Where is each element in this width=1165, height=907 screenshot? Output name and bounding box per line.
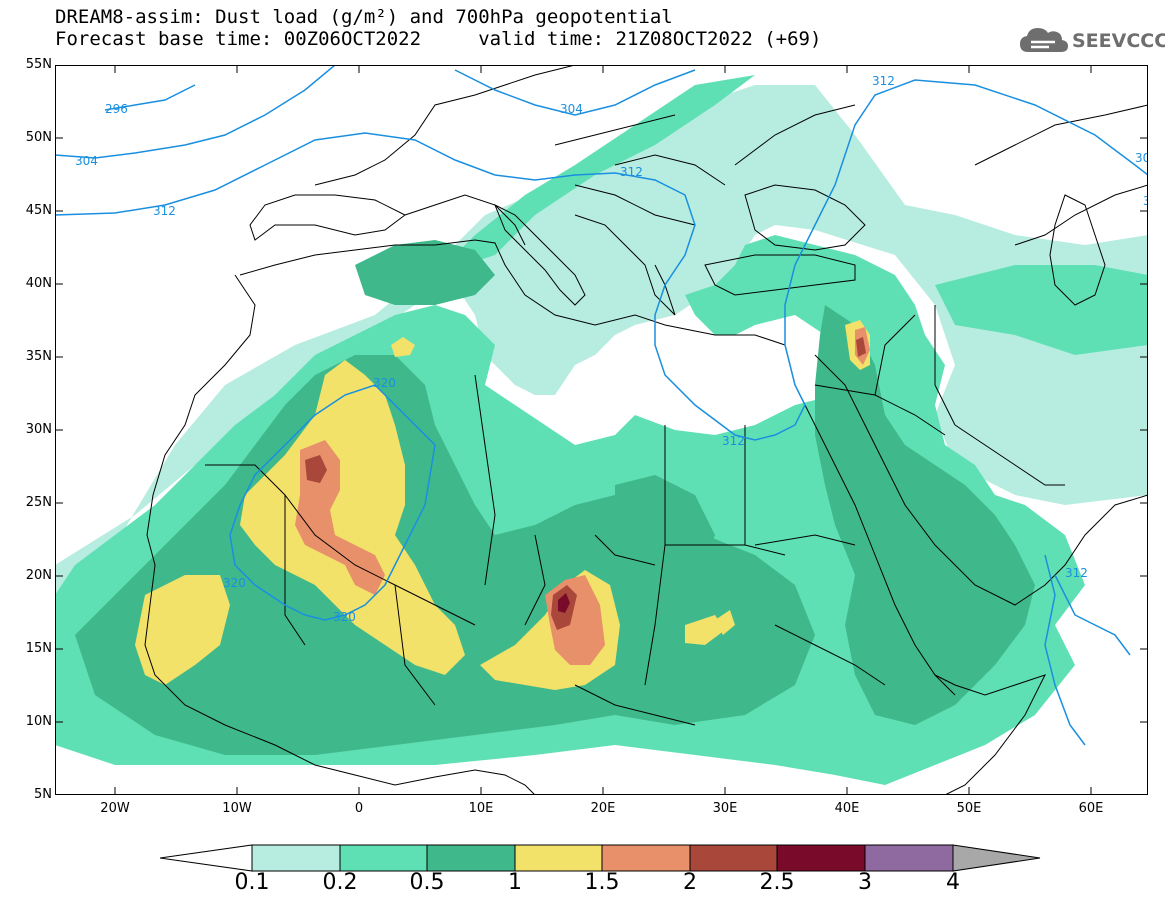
colorbar-label: 1.5 <box>584 870 620 895</box>
lon-label: 20E <box>590 801 616 816</box>
lat-label: 15N <box>25 641 52 656</box>
colorbar-bin <box>426 844 516 872</box>
logo-text: SEEVCCC <box>1072 30 1165 52</box>
colorbar-label: 2 <box>683 870 697 895</box>
lon-label: 20W <box>100 801 130 816</box>
colorbar-label: 4 <box>946 870 960 895</box>
map-title: DREAM8-assim: Dust load (g/m²) and 700hP… <box>55 6 673 28</box>
contour-label: 312 <box>153 204 176 218</box>
contour-label: 312 <box>1143 194 1148 208</box>
lat-label: 20N <box>25 568 52 583</box>
seevccc-logo: SEEVCCC <box>1018 24 1165 58</box>
colorbar-bin <box>514 844 603 872</box>
geopotential-contours <box>55 65 1148 746</box>
colorbar-bin <box>601 844 691 872</box>
contour-label: 312 <box>620 165 643 179</box>
contour-label: 304 <box>75 154 98 168</box>
contour-label: 320 <box>223 576 246 590</box>
colorbar-label: 1 <box>508 870 522 895</box>
lon-label: 10E <box>468 801 494 816</box>
lat-label: 50N <box>25 130 52 145</box>
contour-label: 296 <box>105 102 128 116</box>
dust-layer-0.1 <box>55 85 1148 610</box>
lat-label: 35N <box>25 349 52 364</box>
map-subtitle: Forecast base time: 00Z06OCT2022 valid t… <box>55 28 822 50</box>
colorbar-label: 2.5 <box>759 870 795 895</box>
colorbar-label: 0.5 <box>409 870 445 895</box>
lat-label: 55N <box>25 57 52 72</box>
axis-ticks <box>55 65 1148 795</box>
contour-label: 320 <box>333 610 356 624</box>
lat-label: 40N <box>25 276 52 291</box>
coastlines-borders <box>144 65 1148 795</box>
colorbar-bin <box>251 844 341 872</box>
contour-label: 312 <box>872 74 895 88</box>
contour-label: 304 <box>1135 151 1148 165</box>
colorbar-label: 3 <box>858 870 872 895</box>
colorbar-bin <box>339 844 428 872</box>
colorbar-bin <box>864 844 954 872</box>
colorbar <box>160 844 1041 872</box>
colorbar-label: 0.2 <box>322 870 358 895</box>
contour-label: 312 <box>1065 566 1088 580</box>
contour-label: 320 <box>373 376 396 390</box>
lat-label: 45N <box>25 203 52 218</box>
colorbar-low-arrow <box>160 844 253 872</box>
colorbar-label: 0.1 <box>234 870 270 895</box>
lat-label: 30N <box>25 422 52 437</box>
colorbar-bin <box>776 844 866 872</box>
lon-label: 0 <box>354 801 364 816</box>
colorbar-bin <box>689 844 778 872</box>
lat-label: 10N <box>25 714 52 729</box>
lat-label: 25N <box>25 495 52 510</box>
contour-label: 304 <box>560 102 583 116</box>
lon-label: 30E <box>712 801 738 816</box>
lat-label: 5N <box>34 787 52 802</box>
colorbar-high-arrow <box>952 844 1041 872</box>
cloud-icon <box>1020 28 1068 52</box>
dust-layer-0.5 <box>75 240 1035 755</box>
dust-load-map: 296 304 304 312 312 304 312 320 320 320 … <box>55 65 1148 795</box>
lon-label: 60E <box>1078 801 1104 816</box>
contour-label: 312 <box>722 434 745 448</box>
lon-label: 50E <box>956 801 982 816</box>
lon-label: 10W <box>222 801 252 816</box>
contour-labels: 296 304 304 312 312 304 312 320 320 320 … <box>75 74 1148 624</box>
lon-label: 40E <box>834 801 860 816</box>
dust-layer-2.5 <box>558 593 570 613</box>
